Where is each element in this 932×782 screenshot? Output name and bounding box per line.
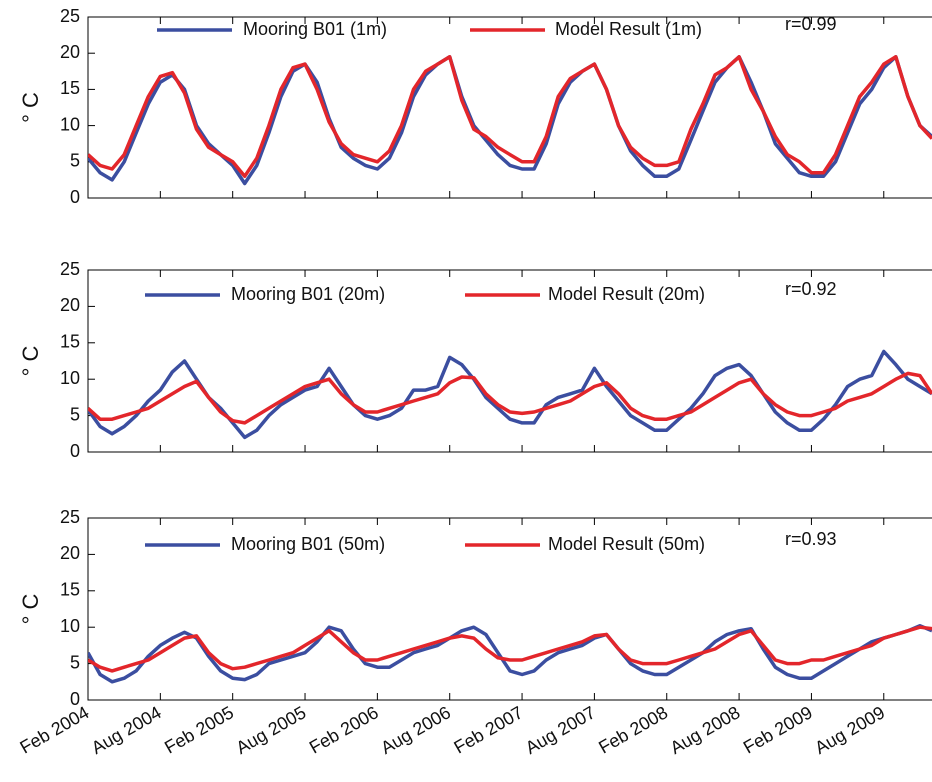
y-tick-label: 25 (60, 507, 80, 527)
legend-label: Mooring B01 (20m) (231, 284, 385, 304)
plot-frame (87, 517, 932, 701)
plot-frame (87, 269, 932, 453)
legend-label: Model Result (20m) (548, 284, 705, 304)
series-line (88, 55, 932, 179)
annotation: r=0.99 (785, 14, 837, 34)
x-tick-label: Aug 2004 (88, 702, 165, 758)
y-tick-label: 15 (60, 580, 80, 600)
x-tick-label: Aug 2008 (667, 702, 744, 758)
series-line (88, 371, 932, 425)
legend-label: Model Result (1m) (555, 19, 702, 39)
y-tick-label: 5 (70, 404, 80, 424)
y-tick-label: 5 (70, 652, 80, 672)
x-tick-label: Aug 2006 (377, 702, 454, 758)
series-line (88, 625, 932, 673)
x-tick-label: Aug 2009 (811, 702, 888, 758)
plot-frame (87, 16, 932, 199)
annotation: r=0.93 (785, 529, 837, 549)
y-tick-label: 15 (60, 78, 80, 98)
y-tick-label: 10 (60, 114, 80, 134)
y-tick-label: 10 (60, 368, 80, 388)
y-tick-label: 25 (60, 6, 80, 26)
x-tick-label: Feb 2009 (740, 702, 816, 757)
y-axis-label: ° C (18, 345, 43, 376)
y-tick-label: 20 (60, 295, 80, 315)
y-tick-label: 0 (70, 441, 80, 461)
legend-label: Model Result (50m) (548, 534, 705, 554)
y-tick-label: 0 (70, 187, 80, 207)
series-line (88, 55, 932, 186)
series-line (88, 349, 932, 440)
y-tick-label: 15 (60, 332, 80, 352)
x-tick-label: Feb 2004 (17, 702, 93, 757)
y-axis-label: ° C (18, 92, 43, 123)
legend-label: Mooring B01 (50m) (231, 534, 385, 554)
y-tick-label: 0 (70, 689, 80, 709)
y-tick-label: 25 (60, 259, 80, 279)
y-tick-label: 20 (60, 42, 80, 62)
legend-label: Mooring B01 (1m) (243, 19, 387, 39)
y-tick-label: 20 (60, 543, 80, 563)
x-tick-label: Feb 2005 (161, 702, 237, 757)
x-tick-label: Feb 2006 (306, 702, 382, 757)
x-tick-label: Feb 2007 (451, 702, 527, 757)
y-tick-label: 10 (60, 616, 80, 636)
x-tick-label: Aug 2005 (233, 702, 310, 758)
y-axis-label: ° C (18, 593, 43, 624)
x-tick-label: Feb 2008 (595, 702, 671, 757)
x-tick-label: Aug 2007 (522, 702, 599, 758)
y-tick-label: 5 (70, 151, 80, 171)
subplot: 0 5 10 15 20 25 ° C Mooring B01 (1m) Model Resul… (18, 6, 932, 207)
annotation: r=0.92 (785, 279, 837, 299)
subplot: 0 5 10 15 20 25 ° C Mooring B01 (20m) Model Resu… (18, 259, 932, 461)
series-line (88, 623, 932, 684)
